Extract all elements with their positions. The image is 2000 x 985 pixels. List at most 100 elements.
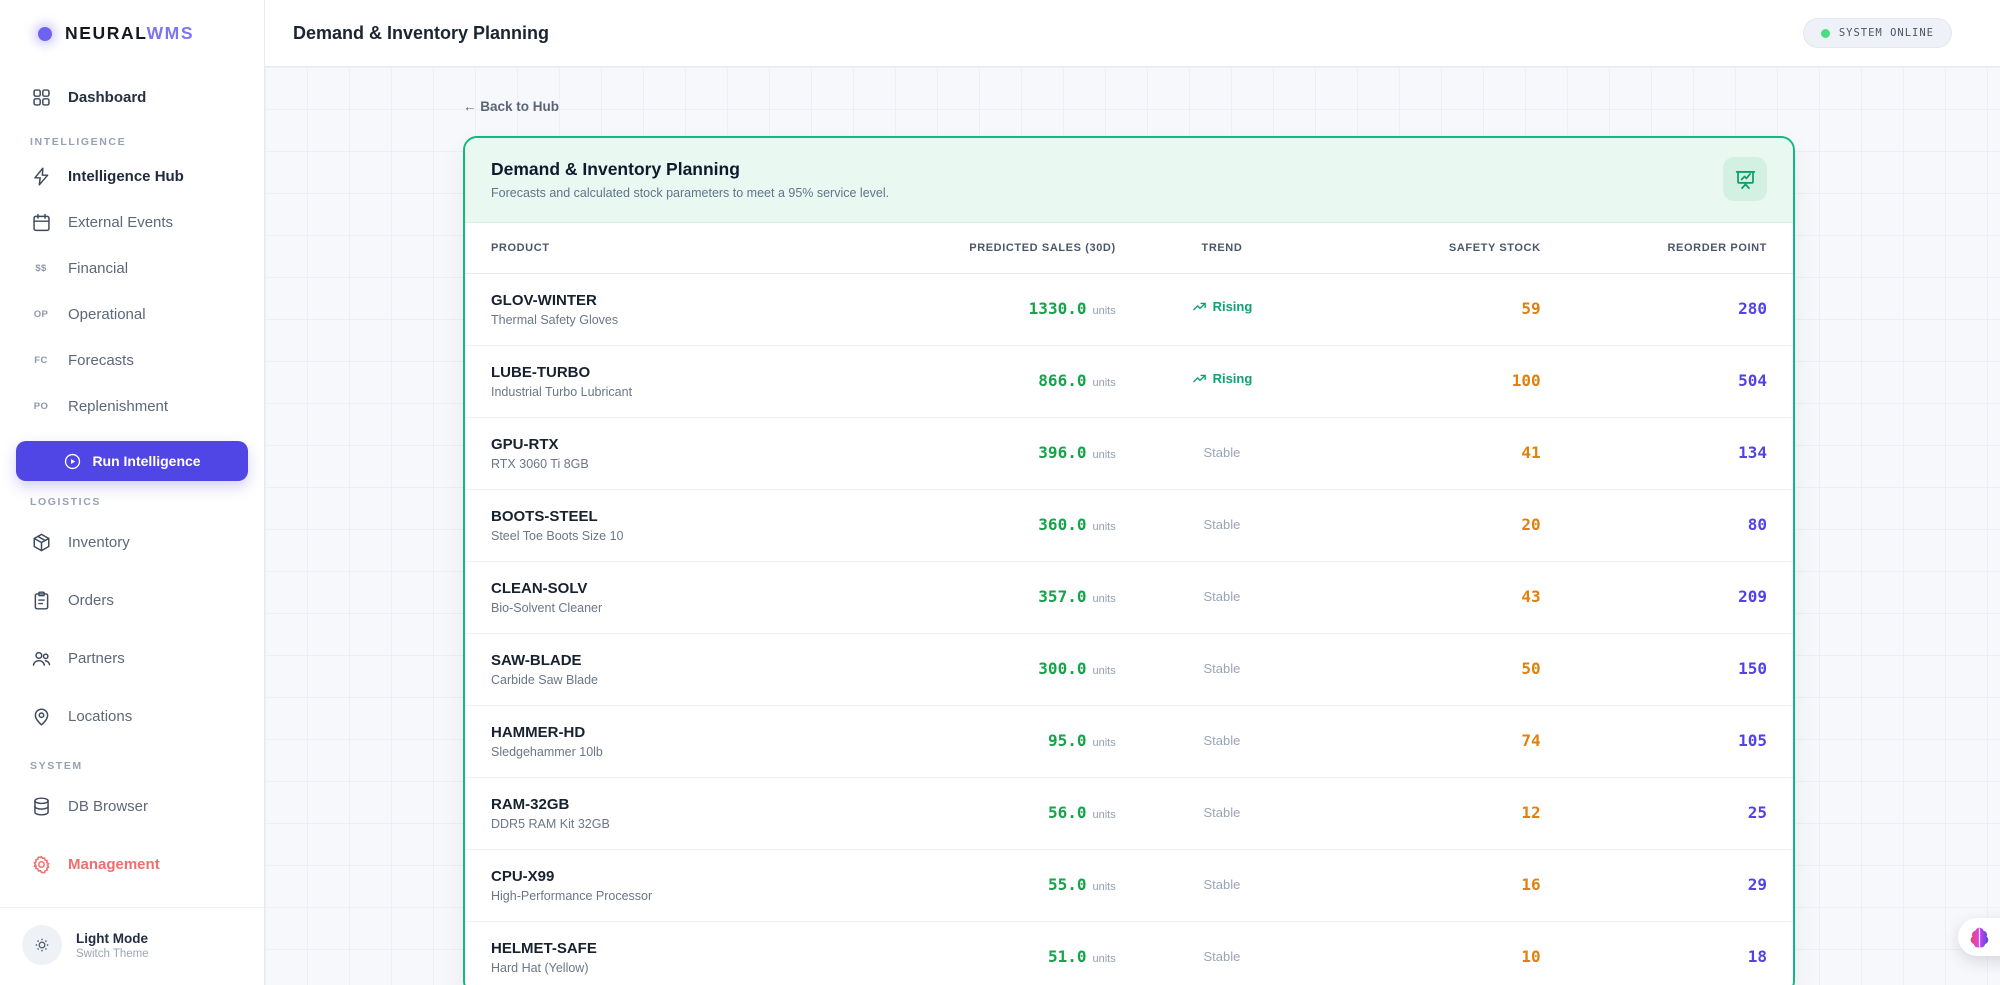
safety-stock-value: 16: [1521, 875, 1541, 894]
safety-stock-value: 10: [1521, 947, 1541, 967]
trend-stable: Stable: [1203, 877, 1241, 892]
product-cell: HELMET-SAFE Hard Hat (Yellow): [465, 920, 944, 985]
units-label: units: [1092, 809, 1116, 821]
sidebar-item-dashboard[interactable]: Dashboard: [16, 73, 248, 121]
trending-up-icon: [1192, 299, 1207, 314]
card-title: Demand & Inventory Planning: [491, 158, 740, 179]
sidebar-item-locations[interactable]: Locations: [16, 687, 248, 745]
product-sku: GPU-RTX: [491, 435, 559, 453]
sidebar-item-label: Financial: [68, 259, 129, 277]
table-row: LUBE-TURBO Industrial Turbo Lubricant 866.…: [465, 344, 1793, 417]
reorder-point-value: 80: [1747, 515, 1767, 534]
product-sku: SAW-BLADE: [491, 651, 582, 669]
reorder-point-cell: 18: [1540, 920, 1793, 985]
product-sku: RAM-32GB: [491, 795, 570, 813]
reorder-point-cell: 504: [1540, 344, 1793, 417]
product-sku: GLOV-WINTER: [491, 291, 597, 309]
page-title: Demand & Inventory Planning: [293, 22, 550, 43]
predicted-sales-cell: 300.0 units: [943, 632, 1116, 705]
safety-stock-value: 59: [1521, 299, 1541, 318]
sidebar-item-operational[interactable]: OP Operational: [16, 291, 248, 337]
table-row: HELMET-SAFE Hard Hat (Yellow) 51.0 units Sta…: [465, 920, 1793, 985]
predicted-sales-value: 357.0: [1038, 587, 1087, 606]
product-cell: GLOV-WINTER Thermal Safety Gloves: [465, 273, 943, 345]
product-cell: LUBE-TURBO Industrial Turbo Lubricant: [465, 344, 944, 417]
safety-stock-value: 100: [1511, 371, 1541, 390]
ai-assistant-button[interactable]: [1958, 918, 2000, 956]
units-label: units: [1092, 737, 1116, 749]
sidebar-item-management[interactable]: Management: [16, 835, 248, 893]
predicted-sales-cell: 357.0 units: [943, 560, 1116, 633]
back-to-hub-link[interactable]: ← Back to Hub: [463, 99, 560, 114]
safety-stock-cell: 74: [1328, 704, 1541, 777]
reorder-point-value: 18: [1747, 947, 1767, 967]
brand-logo: NEURALWMS: [0, 0, 264, 67]
content-area: ← Back to Hub Demand & Inventory Plannin…: [265, 67, 2000, 985]
units-label: units: [1092, 449, 1116, 461]
predicted-sales-value: 51.0: [1047, 947, 1087, 967]
reorder-point-value: 105: [1738, 731, 1767, 750]
product-sku: CPU-X99: [491, 867, 555, 885]
column-header-product: PRODUCT: [465, 223, 944, 274]
predicted-sales-cell: 1330.0 units: [943, 273, 1116, 345]
grid-icon: [30, 87, 52, 108]
product-cell: RAM-32GB DDR5 RAM Kit 32GB: [465, 776, 944, 849]
reorder-point-value: 504: [1738, 371, 1767, 390]
cube-icon: [30, 532, 52, 553]
reorder-point-value: 150: [1738, 659, 1767, 678]
reorder-point-value: 209: [1738, 587, 1767, 606]
run-intelligence-button[interactable]: Run Intelligence: [16, 441, 248, 481]
sidebar-item-label: Operational: [68, 305, 146, 323]
trend-cell: Stable: [1115, 704, 1329, 777]
safety-stock-value: 74: [1521, 731, 1541, 750]
product-cell: CLEAN-SOLV Bio-Solvent Cleaner: [465, 560, 944, 633]
safety-stock-value: 50: [1521, 659, 1541, 678]
predicted-sales-cell: 51.0 units: [943, 920, 1116, 985]
trend-cell: Stable: [1115, 560, 1329, 633]
predicted-sales-cell: 56.0 units: [943, 776, 1116, 849]
sidebar-item-inventory[interactable]: Inventory: [16, 513, 248, 571]
column-header-predicted-sales-30d: PREDICTED SALES (30D): [943, 223, 1116, 274]
product-cell: GPU-RTX RTX 3060 Ti 8GB: [465, 416, 944, 489]
sidebar-item-db-browser[interactable]: DB Browser: [16, 777, 248, 835]
sidebar-item-financial[interactable]: $$ Financial: [16, 245, 248, 291]
sidebar-item-label: Inventory: [68, 533, 130, 551]
bolt-icon: [30, 166, 52, 187]
sidebar-item-label: Partners: [68, 649, 125, 667]
predicted-sales-value: 56.0: [1047, 803, 1087, 822]
reorder-point-cell: 280: [1541, 273, 1793, 345]
safety-stock-value: 12: [1521, 803, 1541, 822]
sidebar-item-label: Orders: [68, 591, 114, 609]
sidebar-nav: Dashboard INTELLIGENCE Intelligence Hub Ext…: [0, 67, 264, 907]
planning-card: Demand & Inventory Planning Forecasts an…: [463, 136, 1795, 985]
table-row: RAM-32GB DDR5 RAM Kit 32GB 56.0 units Stable…: [465, 776, 1793, 849]
safety-stock-cell: 20: [1328, 488, 1541, 561]
abbrev-po-icon: PO: [33, 400, 49, 412]
predicted-sales-cell: 866.0 units: [943, 344, 1116, 417]
trend-cell: Stable: [1115, 632, 1329, 705]
reorder-point-value: 29: [1747, 875, 1767, 894]
predicted-sales-value: 360.0: [1038, 515, 1087, 534]
sidebar-item-orders[interactable]: Orders: [16, 571, 248, 629]
safety-stock-cell: 100: [1328, 344, 1541, 417]
safety-stock-value: 43: [1521, 587, 1541, 606]
product-sku: HELMET-SAFE: [491, 939, 597, 957]
trend-stable: Stable: [1203, 733, 1241, 748]
sidebar-item-label: Intelligence Hub: [68, 167, 184, 185]
units-label: units: [1092, 305, 1116, 317]
column-header-reorder-point: REORDER POINT: [1540, 223, 1793, 274]
product-description: Industrial Turbo Lubricant: [491, 384, 633, 399]
sidebar-item-forecasts[interactable]: FC Forecasts: [16, 337, 248, 383]
sidebar-item-replenishment[interactable]: PO Replenishment: [16, 383, 248, 429]
sidebar-item-external-events[interactable]: External Events: [16, 199, 248, 245]
safety-stock-cell: 50: [1328, 632, 1541, 705]
online-dot-icon: [1820, 28, 1830, 38]
units-label: units: [1092, 377, 1116, 389]
units-label: units: [1092, 593, 1116, 605]
theme-toggle[interactable]: Light Mode Switch Theme: [0, 907, 264, 985]
predicted-sales-value: 55.0: [1047, 875, 1087, 894]
reorder-point-cell: 80: [1540, 488, 1793, 561]
product-description: Hard Hat (Yellow): [491, 960, 589, 975]
sidebar-item-intelligence-hub[interactable]: Intelligence Hub: [16, 153, 248, 199]
sidebar-item-partners[interactable]: Partners: [16, 629, 248, 687]
